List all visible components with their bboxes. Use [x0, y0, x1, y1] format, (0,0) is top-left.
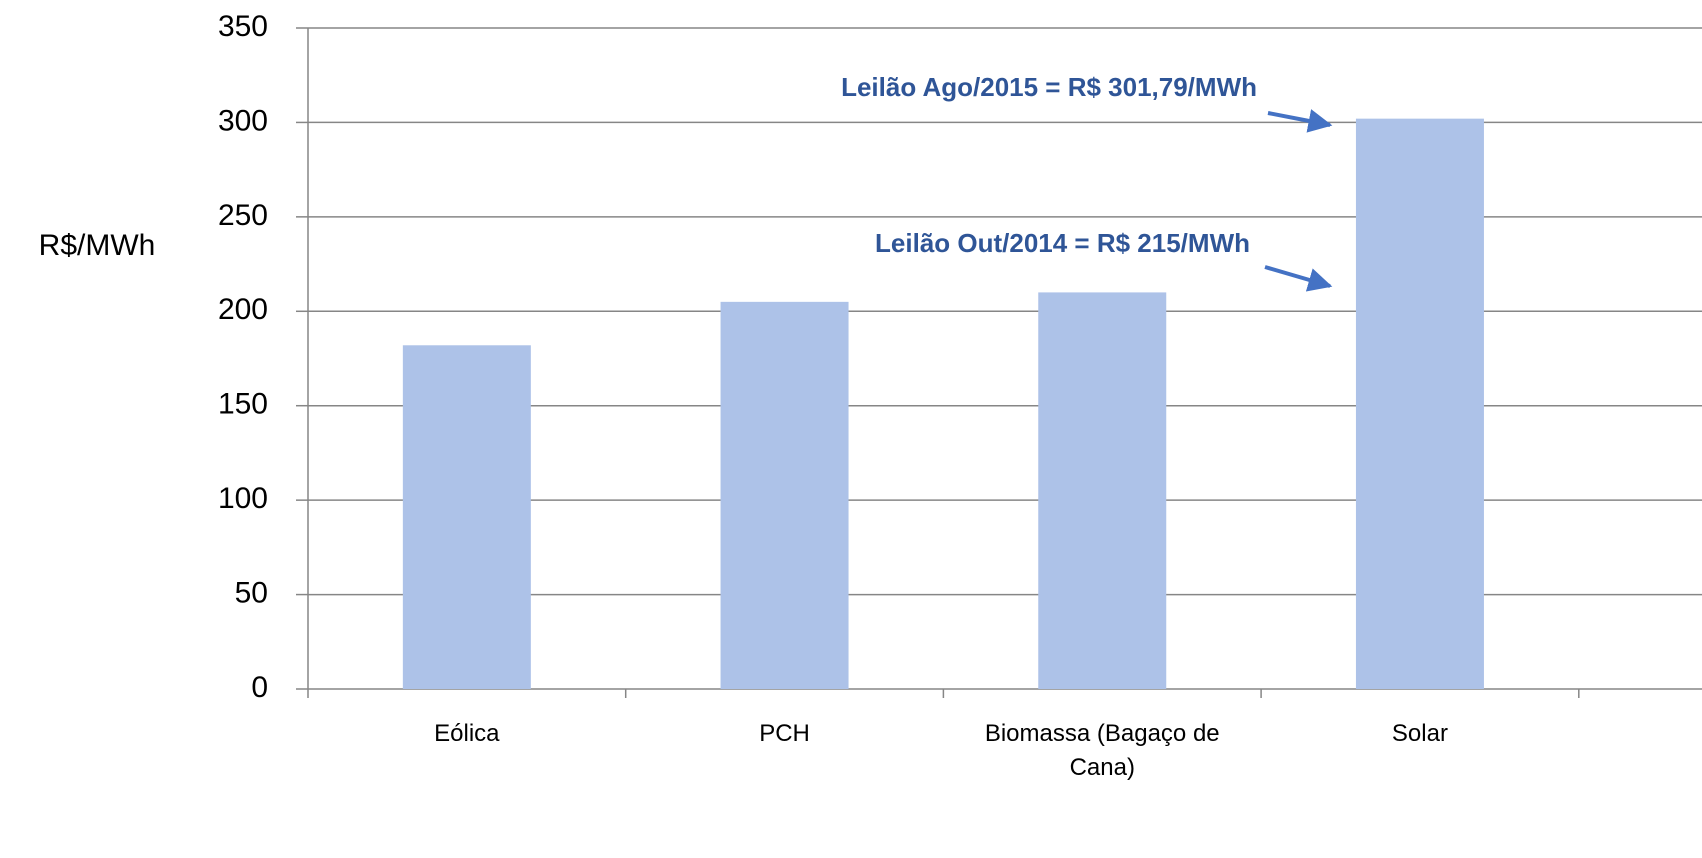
annotation-arrow — [1267, 109, 1333, 133]
x-tick-label: Solar — [1391, 720, 1448, 747]
y-tick-label: 300 — [218, 104, 268, 137]
y-tick-label: 150 — [218, 388, 268, 421]
annotation: Leilão Out/2014 = R$ 215/MWh — [875, 228, 1250, 258]
x-tick-label-box: Solar — [1391, 720, 1448, 747]
x-tick-label-box: PCH — [759, 720, 810, 747]
y-tick-label: 200 — [218, 293, 268, 326]
x-tick-label: PCH — [759, 720, 810, 747]
y-tick-label: 50 — [235, 576, 268, 609]
bars — [402, 118, 1484, 689]
x-tick-label: Eólica — [434, 720, 500, 747]
bar — [1355, 118, 1484, 689]
bar — [1038, 292, 1167, 689]
annotation-arrow — [1264, 265, 1333, 292]
y-axis-label: R$/MWh — [39, 229, 156, 262]
y-tick-label: 0 — [251, 671, 268, 704]
x-tick-label-box: Biomassa (Bagaço de Cana) — [984, 720, 1220, 781]
x-tick-label: Biomassa (Bagaço de Cana) — [984, 720, 1220, 781]
y-tick-label: 350 — [218, 10, 268, 43]
bar — [402, 345, 531, 689]
annotation: Leilão Ago/2015 = R$ 301,79/MWh — [841, 72, 1257, 102]
y-tick-label: 100 — [218, 482, 268, 515]
y-tick-label: 250 — [218, 199, 268, 232]
x-tick-label-box: Eólica — [434, 720, 500, 747]
bar — [720, 301, 849, 689]
